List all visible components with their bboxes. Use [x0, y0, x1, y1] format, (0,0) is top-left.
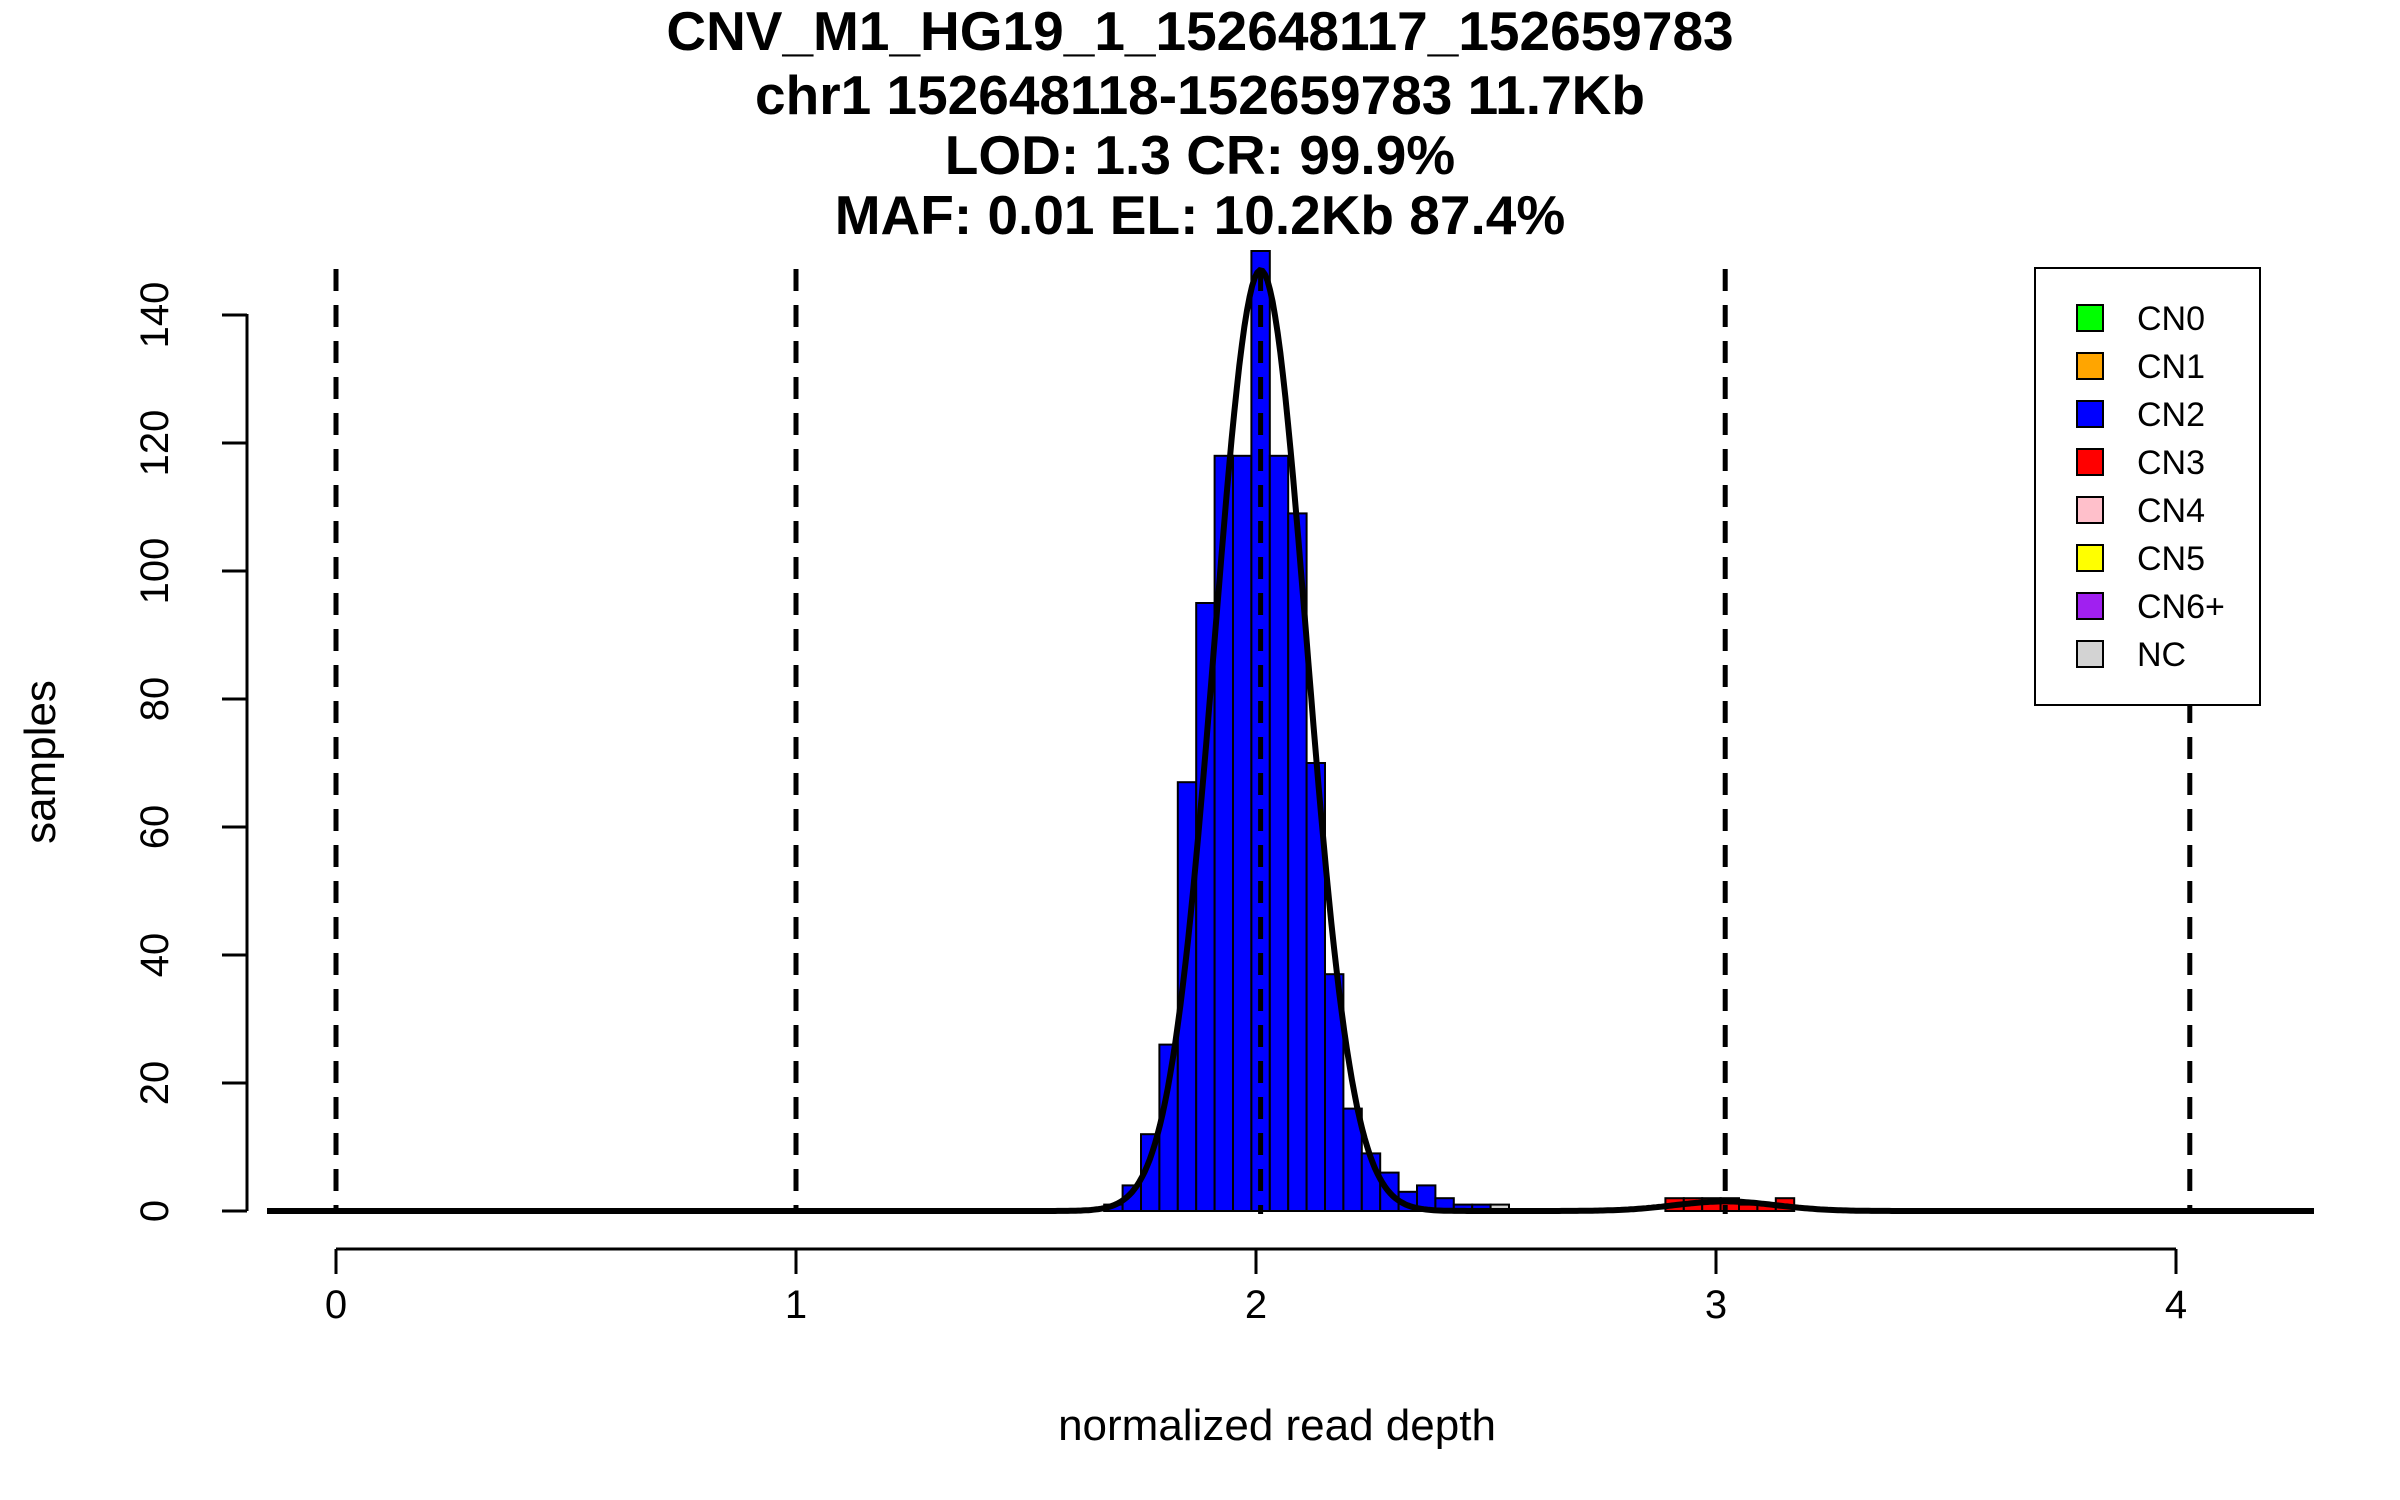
title-line-1: CNV_M1_HG19_1_152648117_152659783: [666, 0, 1733, 62]
x-axis-label: normalized read depth: [1058, 1401, 1496, 1450]
y-tick-label: 120: [133, 410, 177, 477]
y-tick-label: 140: [133, 282, 177, 349]
legend-label: CN1: [2137, 348, 2205, 386]
legend-swatch: [2076, 640, 2104, 668]
title-line-4: MAF: 0.01 EL: 10.2Kb 87.4%: [835, 184, 1566, 246]
legend-swatch: [2076, 448, 2104, 476]
legend-swatch: [2076, 544, 2104, 572]
y-tick-label: 40: [133, 933, 177, 978]
title-line-3: LOD: 1.3 CR: 99.9%: [945, 124, 1455, 186]
histogram-bars: [1103, 250, 1796, 1213]
legend-label: CN4: [2137, 492, 2205, 530]
y-tick-label: 100: [133, 538, 177, 605]
legend: CN0 CN1 CN2 CN3 CN4 CN5 CN6+ NC: [2034, 267, 2261, 706]
legend-swatch: [2076, 352, 2104, 380]
legend-swatch: [2076, 304, 2104, 332]
cn2-bar: [1232, 454, 1253, 1212]
y-tick-label: 60: [133, 805, 177, 850]
legend-label: CN2: [2137, 396, 2205, 434]
x-axis: 0 1 2 3 4: [325, 1247, 2187, 1327]
x-tick-label: 1: [785, 1283, 807, 1327]
legend-swatch: [2076, 496, 2104, 524]
legend-swatch: [2076, 400, 2104, 428]
legend-box: [2034, 267, 2261, 706]
legend-label: CN6+: [2137, 588, 2225, 626]
fitted-density-curve: [267, 267, 2314, 1214]
fitted-curves: [267, 267, 2314, 1214]
cn2-bar: [1268, 454, 1290, 1212]
chart-title: CNV_M1_HG19_1_152648117_152659783 chr1 1…: [666, 0, 1733, 246]
legend-label: CN0: [2137, 300, 2205, 338]
y-tick-label: 0: [133, 1200, 177, 1222]
legend-label: CN5: [2137, 540, 2205, 578]
x-tick-label: 4: [2165, 1283, 2187, 1327]
x-tick-label: 3: [1705, 1283, 1727, 1327]
y-axis: 0 20 40 60 80 100 120 140: [133, 282, 249, 1222]
legend-swatch: [2076, 592, 2104, 620]
y-tick-label: 80: [133, 677, 177, 722]
legend-label: CN3: [2137, 444, 2205, 482]
title-line-2: chr1 152648118-152659783 11.7Kb: [755, 64, 1645, 126]
y-tick-label: 20: [133, 1061, 177, 1106]
x-tick-label: 0: [325, 1283, 347, 1327]
cn2-bar: [1213, 454, 1234, 1212]
legend-label: NC: [2137, 636, 2186, 674]
x-tick-label: 2: [1245, 1283, 1267, 1327]
y-axis-label: samples: [16, 680, 65, 844]
